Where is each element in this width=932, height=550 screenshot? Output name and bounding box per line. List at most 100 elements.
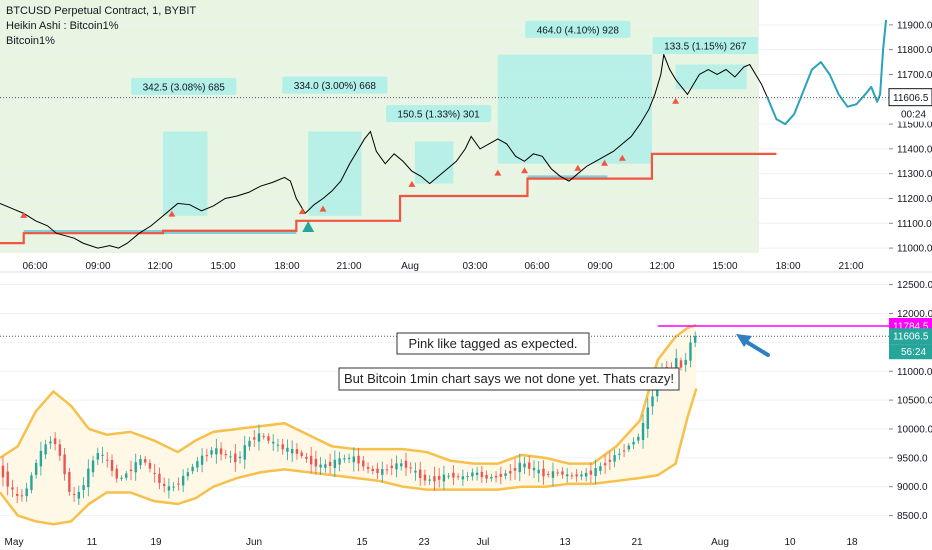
- candle-body[interactable]: [428, 479, 431, 481]
- candle-body[interactable]: [423, 474, 427, 481]
- candle-body[interactable]: [371, 468, 374, 472]
- buy-marker[interactable]: [302, 221, 315, 232]
- candle-body[interactable]: [290, 448, 294, 454]
- candle-body[interactable]: [622, 450, 626, 452]
- candle-body[interactable]: [456, 476, 460, 478]
- candle-body[interactable]: [419, 469, 422, 479]
- candle-body[interactable]: [162, 483, 166, 487]
- candle-body[interactable]: [196, 461, 199, 468]
- candle-body[interactable]: [20, 495, 24, 497]
- candle-body[interactable]: [494, 475, 498, 478]
- candle-body[interactable]: [461, 476, 465, 480]
- candle-body[interactable]: [34, 462, 38, 475]
- signal-marker[interactable]: [408, 180, 416, 187]
- candle-body[interactable]: [115, 468, 118, 479]
- bottom-time-axis[interactable]: May 11 19 Jun 15 23 Jul 13 21 Aug 10 18: [5, 537, 858, 548]
- candle-body[interactable]: [499, 473, 503, 477]
- candle-body[interactable]: [589, 470, 593, 475]
- candle-body[interactable]: [167, 486, 171, 491]
- candle-body[interactable]: [253, 437, 256, 440]
- candle-body[interactable]: [58, 444, 62, 456]
- note-box-1[interactable]: [396, 332, 590, 355]
- signal-marker[interactable]: [574, 164, 582, 171]
- candle-body[interactable]: [523, 463, 526, 468]
- candle-body[interactable]: [129, 469, 133, 472]
- candle-body[interactable]: [637, 436, 640, 441]
- candle-body[interactable]: [300, 452, 303, 456]
- candle-body[interactable]: [366, 467, 370, 469]
- candle-body[interactable]: [262, 435, 265, 437]
- candle-body[interactable]: [513, 467, 517, 471]
- candle-body[interactable]: [613, 455, 616, 462]
- candle-body[interactable]: [490, 476, 493, 479]
- candle-body[interactable]: [646, 407, 649, 429]
- candle-body[interactable]: [651, 396, 654, 407]
- candle-body[interactable]: [91, 460, 95, 473]
- candle-body[interactable]: [409, 467, 412, 469]
- candle-body[interactable]: [11, 487, 14, 490]
- bottom-price-axis[interactable]: 12500.012000.011500.011000.010500.010000…: [889, 273, 932, 550]
- candle-body[interactable]: [452, 472, 455, 478]
- candle-body[interactable]: [248, 440, 251, 447]
- candle-body[interactable]: [570, 475, 574, 477]
- candle-body[interactable]: [324, 464, 327, 468]
- candle-body[interactable]: [286, 447, 289, 452]
- signal-marker[interactable]: [168, 210, 176, 217]
- candle-body[interactable]: [267, 436, 270, 441]
- candle-body[interactable]: [679, 360, 683, 368]
- candle-body[interactable]: [395, 463, 398, 470]
- candle-body[interactable]: [632, 441, 635, 445]
- candle-body[interactable]: [400, 463, 403, 467]
- candle-body[interactable]: [376, 468, 379, 474]
- candle-body[interactable]: [390, 465, 393, 468]
- candle-body[interactable]: [305, 456, 308, 459]
- candle-body[interactable]: [547, 473, 550, 475]
- candle-body[interactable]: [177, 483, 180, 485]
- projection-path[interactable]: [766, 19, 888, 126]
- candle-body[interactable]: [556, 472, 559, 474]
- candle-body[interactable]: [72, 494, 76, 496]
- candle-body[interactable]: [87, 468, 90, 488]
- top-time-axis[interactable]: 06:00 09:00 12:00 15:00 18:00 21:00 Aug 03:00 06…: [22, 261, 863, 272]
- candle-body[interactable]: [125, 473, 128, 478]
- candle-body[interactable]: [627, 445, 631, 450]
- candle-body[interactable]: [599, 466, 602, 471]
- candle-body[interactable]: [608, 459, 612, 462]
- signal-marker[interactable]: [20, 211, 28, 218]
- candle-body[interactable]: [480, 471, 484, 478]
- range-box[interactable]: [414, 141, 454, 184]
- candle-body[interactable]: [134, 462, 137, 473]
- candle-body[interactable]: [509, 471, 512, 474]
- candle-body[interactable]: [281, 444, 284, 450]
- candle-body[interactable]: [238, 456, 242, 459]
- candle-body[interactable]: [120, 477, 123, 479]
- candle-body[interactable]: [172, 486, 175, 488]
- candle-body[interactable]: [442, 474, 446, 482]
- candle-body[interactable]: [153, 472, 156, 474]
- candle-body[interactable]: [309, 455, 313, 465]
- trailing-stop-line[interactable]: [0, 152, 777, 245]
- candle-body[interactable]: [215, 448, 218, 455]
- candle-body[interactable]: [466, 476, 469, 478]
- candle-body[interactable]: [234, 453, 237, 463]
- range-box[interactable]: [308, 131, 362, 216]
- top-price-axis[interactable]: 11900.011800.011700.011600.011500.011400…: [888, 0, 932, 272]
- candle-body[interactable]: [295, 449, 299, 454]
- candle-body[interactable]: [186, 472, 190, 477]
- candle-body[interactable]: [139, 459, 142, 466]
- candle-body[interactable]: [381, 469, 384, 475]
- candle-body[interactable]: [551, 471, 555, 478]
- candle-body[interactable]: [210, 450, 213, 455]
- candle-body[interactable]: [338, 458, 341, 465]
- candle-body[interactable]: [675, 358, 678, 376]
- candle-body[interactable]: [106, 459, 109, 461]
- note-box-2[interactable]: [338, 367, 680, 391]
- signal-marker[interactable]: [601, 159, 609, 166]
- candle-body[interactable]: [49, 441, 52, 444]
- candle-body[interactable]: [158, 473, 161, 483]
- candle-body[interactable]: [328, 461, 332, 467]
- candle-body[interactable]: [39, 450, 43, 467]
- price-line[interactable]: [0, 52, 768, 249]
- candle-body[interactable]: [561, 471, 564, 475]
- candle-body[interactable]: [333, 459, 337, 468]
